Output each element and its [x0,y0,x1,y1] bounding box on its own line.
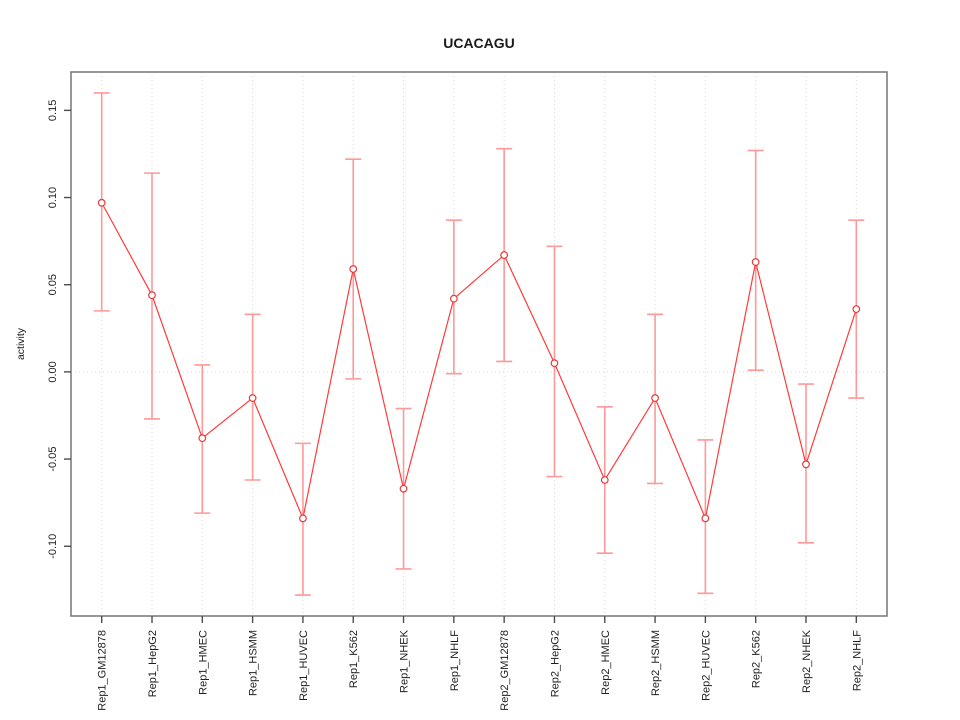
x-tick-label: Rep1_HepG2 [147,630,159,697]
y-tick-label: 0.05 [47,274,59,295]
series-polyline [101,202,857,521]
data-point [148,291,156,300]
data-point [600,476,609,484]
data-point [802,460,810,469]
x-tick-label: Rep1_NHLF [449,630,461,691]
y-tick-label: -0.05 [47,447,59,472]
y-tick-label: -0.10 [47,534,59,559]
x-tick-label: Rep2_HSMM [650,630,662,696]
y-tick-label: 0.15 [47,100,59,121]
data-point [449,294,458,303]
x-tick-label: Rep2_HepG2 [549,630,561,697]
data-point [299,514,307,523]
gridlines [71,72,887,616]
x-tick-label: Rep1_NHEK [399,629,411,693]
data-point [248,394,257,402]
x-tick-label: Rep2_NHLF [851,630,863,691]
axes: -0.10 -0.05 0.00 0.05 0.10 0.15 Rep1_GM12878 Re… [47,71,888,711]
x-tick-label: Rep1_HSMM [248,630,260,696]
data-point [349,265,358,273]
y-tick-label: 0.10 [47,187,59,208]
y-tick-label: 0.00 [47,361,59,382]
x-tick-label: Rep2_GM12878 [499,630,511,711]
x-tick-label: Rep1_K562 [348,630,360,688]
data-point [701,514,710,523]
series-line [101,202,857,521]
y-axis-title: activity [15,327,27,360]
x-tick-label: Rep1_HMEC [197,630,209,695]
data-point [198,434,207,443]
data-points [97,198,861,523]
data-point [651,394,659,402]
x-tick-label: Rep1_GM12878 [97,630,109,711]
x-tick-label: Rep2_HUVEC [700,630,712,701]
data-point [399,484,408,493]
x-tick-label: Rep1_HUVEC [298,630,310,701]
chart-title: UCACAGU [443,35,515,51]
data-point [852,305,861,314]
data-point [550,359,559,368]
x-tick-label: Rep2_K562 [751,630,763,688]
data-point [751,258,760,266]
plot-border [70,71,888,617]
x-tick-label: Rep2_NHEK [801,629,813,693]
data-point [97,198,106,207]
error-bars [93,92,865,596]
data-point [500,251,509,259]
x-tick-label: Rep2_HMEC [600,630,612,695]
